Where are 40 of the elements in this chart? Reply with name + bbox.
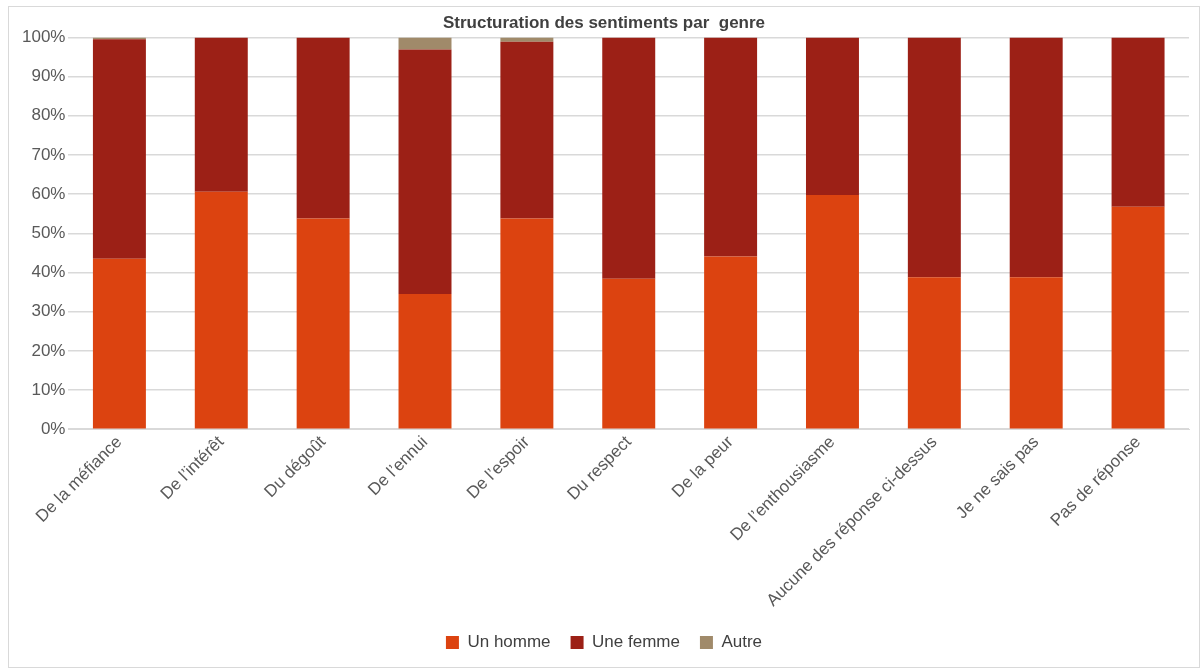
chart-title: Structuration des sentiments par genre bbox=[442, 12, 766, 32]
bar bbox=[907, 277, 961, 429]
y-tick-label: 50% bbox=[31, 222, 66, 242]
bar bbox=[92, 39, 146, 259]
y-tick-label: 80% bbox=[31, 105, 66, 125]
y-tick-label: 30% bbox=[31, 301, 66, 321]
bar bbox=[602, 278, 656, 429]
bar bbox=[1009, 277, 1063, 429]
bar bbox=[398, 37, 452, 50]
legend-label: Un homme bbox=[467, 632, 551, 652]
legend-label: Autre bbox=[721, 632, 763, 652]
x-tick-label: Je ne sais pas bbox=[952, 432, 1043, 523]
y-tick-label: 0% bbox=[40, 418, 66, 438]
bar bbox=[907, 37, 961, 278]
bar bbox=[704, 37, 758, 257]
bar bbox=[296, 218, 350, 429]
bar bbox=[602, 37, 656, 279]
bar bbox=[500, 41, 554, 219]
y-tick-label: 100% bbox=[22, 27, 66, 47]
y-tick-label: 60% bbox=[31, 183, 66, 203]
bar bbox=[500, 37, 554, 42]
bar bbox=[500, 218, 554, 429]
y-tick-label: 90% bbox=[31, 66, 66, 86]
bar bbox=[296, 37, 350, 219]
bar bbox=[805, 194, 859, 429]
y-tick-label: 20% bbox=[31, 340, 66, 360]
bar bbox=[194, 37, 248, 192]
bar bbox=[398, 294, 452, 429]
bar bbox=[1111, 206, 1165, 429]
bar bbox=[805, 37, 859, 195]
bar bbox=[398, 49, 452, 295]
legend-label: Une femme bbox=[592, 632, 680, 652]
bar bbox=[1009, 37, 1063, 278]
bar bbox=[92, 258, 146, 429]
y-tick-label: 40% bbox=[31, 262, 66, 282]
bar bbox=[194, 191, 248, 429]
y-tick-label: 70% bbox=[31, 144, 66, 164]
bar bbox=[704, 256, 758, 429]
bar bbox=[1111, 37, 1165, 207]
y-tick-label: 10% bbox=[31, 379, 66, 399]
